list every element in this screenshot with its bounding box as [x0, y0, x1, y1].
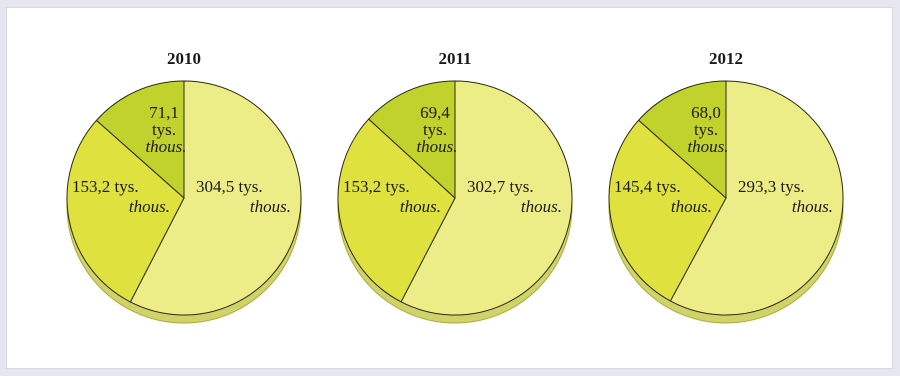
pie-slice: [95, 80, 185, 200]
pie-slice: [400, 80, 573, 316]
slice-sublabel: thous.: [129, 197, 170, 216]
slice-label-unit: tys.: [694, 120, 718, 139]
slice-label-unit: tys.: [152, 120, 176, 139]
slice-label: 302,7 tys.: [467, 177, 534, 196]
slice-sublabel: thous.: [792, 197, 833, 216]
slice-label: 69,4: [420, 103, 450, 122]
slice-sublabel: thous.: [416, 137, 457, 156]
slice-sublabel: thous.: [687, 137, 728, 156]
slice-sublabel: thous.: [250, 197, 291, 216]
pie-title: 2011: [438, 49, 471, 68]
pie-slice: [66, 119, 185, 303]
pie-title: 2012: [709, 49, 743, 68]
pie-slice: [608, 119, 727, 302]
slice-label: 304,5 tys.: [196, 177, 263, 196]
pie-slice: [367, 80, 456, 200]
slice-sublabel: thous.: [145, 137, 186, 156]
pie-slice: [337, 118, 456, 303]
slice-label: 293,3 tys.: [738, 177, 805, 196]
slice-sublabel: thous.: [400, 197, 441, 216]
slice-sublabel: thous.: [671, 197, 712, 216]
slice-label-unit: tys.: [423, 120, 447, 139]
slice-sublabel: thous.: [521, 197, 562, 216]
slice-label: 153,2 tys.: [343, 177, 410, 196]
slice-label: 145,4 tys.: [614, 177, 681, 196]
slice-label: 153,2 tys.: [72, 177, 139, 196]
slice-label: 68,0: [691, 103, 721, 122]
pie-slice: [637, 80, 727, 200]
slice-label: 71,1: [149, 103, 179, 122]
pie-slice: [669, 80, 844, 316]
pie-slice: [129, 80, 302, 316]
pie-title: 2010: [167, 49, 201, 68]
